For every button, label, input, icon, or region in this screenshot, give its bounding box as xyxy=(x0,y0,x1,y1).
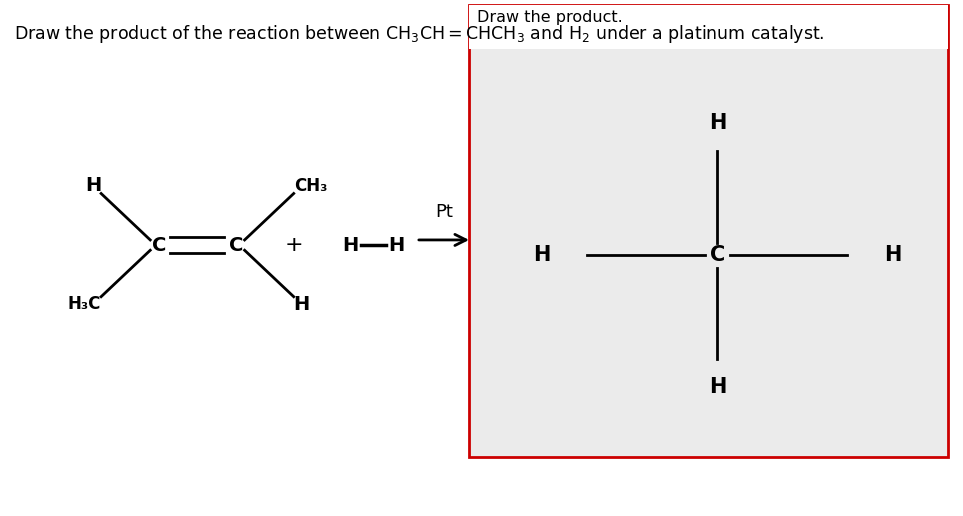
Text: +: + xyxy=(284,235,303,255)
Text: H: H xyxy=(389,236,404,254)
Text: H₃C: H₃C xyxy=(67,296,100,313)
Text: Draw the product.: Draw the product. xyxy=(477,10,622,25)
Text: H: H xyxy=(86,176,101,195)
Text: H: H xyxy=(343,236,358,254)
Bar xyxy=(469,5,948,49)
Text: CH₃: CH₃ xyxy=(295,177,327,195)
Text: H: H xyxy=(709,114,726,133)
Text: H: H xyxy=(709,378,726,397)
Text: C: C xyxy=(710,246,725,265)
Text: H: H xyxy=(534,246,551,265)
Text: H: H xyxy=(294,295,309,314)
Bar xyxy=(469,5,948,457)
Text: H: H xyxy=(884,246,901,265)
Text: Draw the product of the reaction between $\mathregular{CH_3CH{=}CHCH_3}$ and $\m: Draw the product of the reaction between… xyxy=(14,23,825,45)
Text: Pt: Pt xyxy=(435,203,453,220)
Text: C: C xyxy=(152,236,166,254)
Text: C: C xyxy=(229,236,243,254)
